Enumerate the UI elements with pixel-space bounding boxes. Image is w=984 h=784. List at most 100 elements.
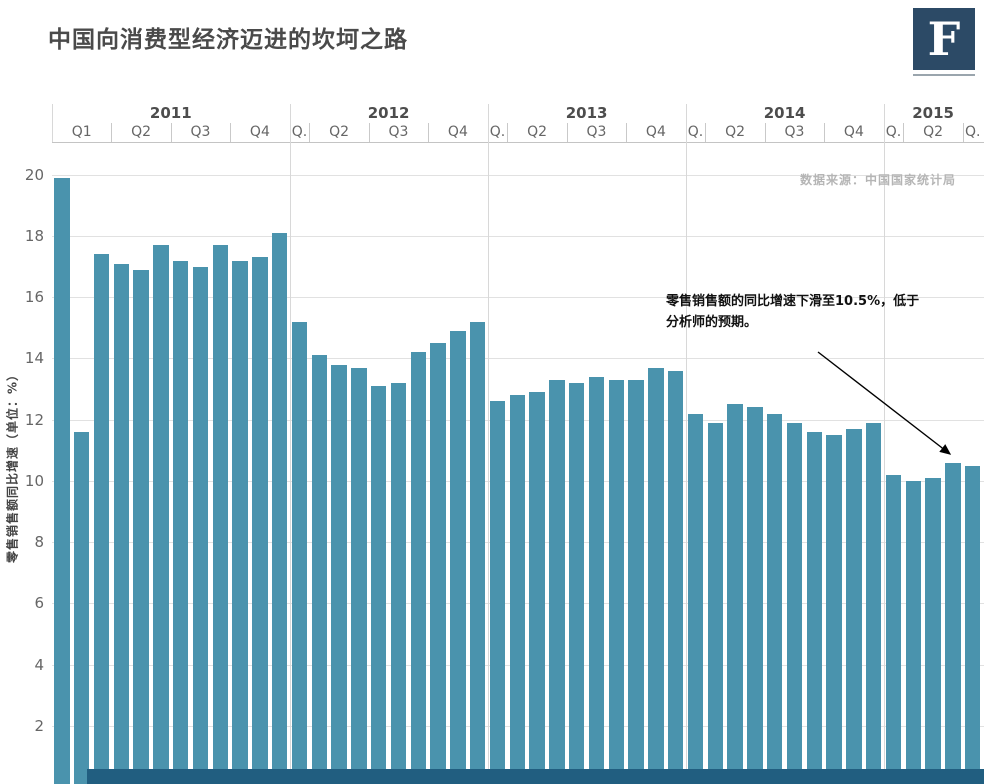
y-tick-label: 20 bbox=[24, 165, 44, 184]
bar bbox=[648, 367, 664, 784]
quarter-tick bbox=[566, 123, 568, 142]
bar bbox=[73, 431, 90, 784]
year-label: 2015 bbox=[912, 104, 954, 122]
quarter-tick bbox=[428, 123, 430, 142]
bar bbox=[410, 352, 427, 784]
quarter-label: Q. bbox=[687, 124, 704, 140]
bar bbox=[54, 177, 70, 784]
quarter-tick bbox=[368, 123, 370, 142]
year-boundary-line bbox=[883, 104, 885, 784]
bar bbox=[964, 465, 981, 784]
x-axis-line bbox=[52, 142, 984, 143]
y-gridline bbox=[52, 174, 984, 176]
quarter-label: Q. bbox=[291, 124, 308, 140]
bar bbox=[628, 379, 644, 784]
y-tick-label: 6 bbox=[34, 594, 44, 613]
bar bbox=[133, 269, 149, 784]
annotation-text: 零售销售额的同比增速下滑至10.5%，低于 分析师的预期。 bbox=[666, 291, 966, 334]
plot-left-tick bbox=[52, 104, 53, 142]
year-label: 2011 bbox=[149, 104, 192, 122]
y-tick-label: 12 bbox=[24, 410, 44, 429]
bar bbox=[192, 266, 209, 784]
bar bbox=[212, 245, 229, 784]
bar bbox=[529, 392, 545, 784]
bar bbox=[846, 428, 862, 784]
y-axis-title: 零售销售额同比增速（单位：%） bbox=[5, 367, 20, 564]
bar bbox=[153, 245, 169, 784]
bar bbox=[271, 232, 288, 784]
bar bbox=[667, 370, 684, 784]
year-boundary-line bbox=[487, 104, 489, 784]
quarter-tick bbox=[764, 123, 766, 142]
bar bbox=[549, 379, 565, 784]
y-tick-label: 10 bbox=[24, 471, 44, 490]
quarter-tick bbox=[626, 123, 628, 142]
quarter-tick bbox=[962, 123, 964, 142]
annotation-line-2: 分析师的预期。 bbox=[666, 315, 758, 331]
quarter-label: Q3 bbox=[388, 124, 409, 140]
y-tick-label: 4 bbox=[34, 655, 44, 674]
bar bbox=[430, 343, 446, 784]
bar bbox=[469, 321, 486, 784]
quarter-label: Q3 bbox=[784, 124, 805, 140]
bar bbox=[172, 260, 189, 784]
bar bbox=[588, 376, 605, 784]
quarter-label: Q2 bbox=[131, 124, 152, 140]
quarter-tick bbox=[170, 123, 172, 142]
bar bbox=[865, 422, 882, 784]
bar bbox=[509, 395, 526, 784]
bar bbox=[687, 413, 704, 784]
year-boundary-line bbox=[289, 104, 291, 784]
quarter-tick bbox=[309, 123, 311, 142]
y-tick-label: 14 bbox=[24, 349, 44, 368]
bar bbox=[568, 382, 585, 784]
quarter-label: Q. bbox=[964, 124, 981, 140]
bar bbox=[885, 474, 902, 784]
bar bbox=[945, 462, 961, 784]
quarter-label: Q2 bbox=[725, 124, 746, 140]
quarter-tick bbox=[705, 123, 707, 142]
y-tick-label: 8 bbox=[34, 533, 44, 552]
bar bbox=[707, 422, 724, 784]
quarter-label: Q2 bbox=[527, 124, 548, 140]
bar bbox=[925, 477, 941, 784]
bar bbox=[747, 407, 763, 784]
bar bbox=[351, 367, 367, 784]
year-label: 2013 bbox=[565, 104, 608, 122]
bar bbox=[826, 434, 842, 784]
quarter-label: Q4 bbox=[447, 124, 468, 140]
bar bbox=[450, 330, 466, 784]
bar bbox=[370, 386, 387, 784]
forbes-logo-letter: F bbox=[927, 12, 961, 66]
source-note: 数据来源：中国国家统计局 bbox=[799, 173, 956, 187]
bar bbox=[113, 263, 130, 784]
bar bbox=[93, 254, 110, 784]
y-tick-label: 18 bbox=[24, 227, 44, 246]
year-label: 2012 bbox=[367, 104, 410, 122]
page-title: 中国向消费型经济迈进的坎坷之路 bbox=[48, 26, 408, 53]
bar bbox=[232, 260, 248, 784]
quarter-label: Q3 bbox=[190, 124, 211, 140]
quarter-tick bbox=[507, 123, 509, 142]
quarter-label: Q4 bbox=[843, 124, 864, 140]
y-gridline bbox=[52, 236, 984, 238]
quarter-tick bbox=[903, 123, 905, 142]
bar bbox=[390, 382, 407, 784]
y-tick-label: 16 bbox=[24, 288, 44, 307]
bar bbox=[727, 404, 743, 784]
quarter-label: Q1 bbox=[71, 124, 92, 140]
year-label: 2014 bbox=[763, 104, 806, 122]
quarter-label: Q. bbox=[489, 124, 506, 140]
quarter-label: Q. bbox=[885, 124, 902, 140]
bar bbox=[905, 480, 922, 784]
annotation-line-1: 零售销售额的同比增速下滑至10.5%，低于 bbox=[666, 294, 920, 309]
bar bbox=[608, 379, 625, 784]
quarter-label: Q2 bbox=[329, 124, 350, 140]
bar bbox=[806, 431, 823, 784]
quarter-label: Q2 bbox=[923, 124, 944, 140]
bar bbox=[252, 257, 268, 784]
quarter-label: Q4 bbox=[249, 124, 270, 140]
bar bbox=[311, 355, 328, 784]
bar bbox=[489, 401, 506, 784]
